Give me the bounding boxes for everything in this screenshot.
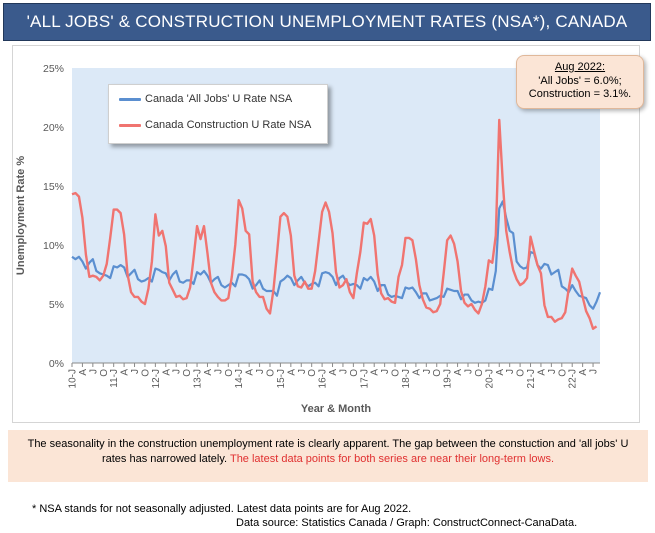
x-tick-label: A: [120, 369, 131, 376]
x-tick-label: O: [474, 369, 485, 377]
x-tick-label: 18-J: [401, 369, 412, 388]
x-tick-label: A: [203, 369, 214, 376]
y-tick-label: 25%: [43, 63, 64, 75]
x-tick-label: O: [99, 369, 110, 377]
x-tick-label: A: [245, 369, 256, 376]
x-tick-label: O: [432, 369, 443, 377]
x-axis: 10-J A J O 11-J A J O 12-J A J O 13-J A J O 14-J A J O 15-J A…: [68, 362, 600, 388]
y-axis: 0% 5% 10% 15% 20% 25%: [43, 63, 64, 370]
legend-swatch-all-jobs: [119, 97, 141, 101]
chart-legend: Canada 'All Jobs' U Rate NSA Canada Cons…: [108, 84, 328, 144]
latest-values-callout: Aug 2022: 'All Jobs' = 6.0%; Constructio…: [516, 55, 644, 109]
x-tick-label: O: [307, 369, 318, 377]
x-tick-label: 12-J: [151, 369, 162, 388]
y-tick-label: 10%: [43, 240, 64, 252]
x-tick-label: A: [78, 369, 89, 376]
x-tick-label: O: [349, 369, 360, 377]
commentary-text: The seasonality in the construction unem…: [27, 438, 629, 465]
x-tick-label: 19-J: [443, 369, 454, 388]
callout-heading: Aug 2022:: [554, 61, 606, 73]
x-tick-label: O: [140, 369, 151, 377]
x-tick-label: A: [578, 369, 589, 376]
x-tick-label: A: [495, 369, 506, 376]
x-tick-label: J: [88, 369, 99, 374]
x-tick-label: O: [516, 369, 527, 377]
x-tick-label: 22-J: [568, 369, 579, 388]
legend-item-all-jobs: Canada 'All Jobs' U Rate NSA: [119, 93, 292, 105]
x-tick-label: O: [224, 369, 235, 377]
x-tick-label: J: [422, 369, 433, 374]
y-axis-title: Unemployment Rate %: [15, 156, 27, 275]
commentary-highlight: The latest data points for both series a…: [229, 453, 555, 465]
chart-title: 'ALL JOBS' & CONSTRUCTION UNEMPLOYMENT R…: [26, 12, 628, 31]
legend-swatch-construction: [119, 123, 141, 127]
x-tick-label: 15-J: [276, 369, 287, 388]
x-tick-label: A: [161, 369, 172, 376]
x-axis-title: Year & Month: [301, 403, 372, 415]
x-tick-label: 13-J: [193, 369, 204, 388]
x-tick-label: A: [328, 369, 339, 376]
x-tick-label: A: [536, 369, 547, 376]
x-tick-label: 11-J: [109, 369, 120, 388]
x-tick-label: A: [453, 369, 464, 376]
x-tick-label: J: [297, 369, 308, 374]
series-line-all-jobs: [71, 200, 602, 310]
legend-item-construction: Canada Construction U Rate NSA: [119, 119, 311, 131]
footnote: * NSA stands for not seasonally adjusted…: [32, 503, 412, 515]
callout-all-jobs: 'All Jobs' = 6.0%;: [538, 74, 622, 87]
x-tick-label: J: [255, 369, 266, 374]
x-tick-label: J: [464, 369, 475, 374]
data-source: Data source: Statistics Canada / Graph: …: [236, 517, 578, 529]
x-tick-label: A: [370, 369, 381, 376]
y-tick-label: 20%: [43, 122, 64, 134]
y-tick-label: 0%: [49, 358, 64, 370]
series-group: [71, 118, 602, 330]
x-tick-label: J: [172, 369, 183, 374]
legend-label-construction: Canada Construction U Rate NSA: [145, 119, 312, 131]
x-tick-label: O: [182, 369, 193, 377]
x-tick-label: J: [380, 369, 391, 374]
x-tick-label: O: [557, 369, 568, 377]
y-tick-label: 5%: [49, 299, 64, 311]
x-tick-label: O: [391, 369, 402, 377]
x-tick-label: J: [130, 369, 141, 374]
chart-title-bar: 'ALL JOBS' & CONSTRUCTION UNEMPLOYMENT R…: [3, 3, 651, 41]
x-tick-label: 20-J: [484, 369, 495, 388]
x-tick-label: O: [266, 369, 277, 377]
x-tick-label: A: [411, 369, 422, 376]
commentary-box: The seasonality in the construction unem…: [8, 430, 648, 482]
x-tick-label: 17-J: [359, 369, 370, 388]
x-tick-label: J: [589, 369, 600, 374]
x-tick-label: J: [213, 369, 224, 374]
x-tick-label: J: [547, 369, 558, 374]
y-tick-label: 15%: [43, 181, 64, 193]
legend-label-all-jobs: Canada 'All Jobs' U Rate NSA: [145, 93, 293, 105]
x-tick-label: 14-J: [234, 369, 245, 388]
series-line-construction: [71, 118, 598, 330]
x-tick-label: J: [505, 369, 516, 374]
x-tick-label: 21-J: [526, 369, 537, 388]
x-tick-label: 10-J: [68, 369, 79, 388]
callout-construction: Construction = 3.1%.: [528, 88, 632, 100]
x-tick-label: A: [286, 369, 297, 376]
x-tick-label: 16-J: [318, 369, 329, 388]
x-tick-label: J: [338, 369, 349, 374]
